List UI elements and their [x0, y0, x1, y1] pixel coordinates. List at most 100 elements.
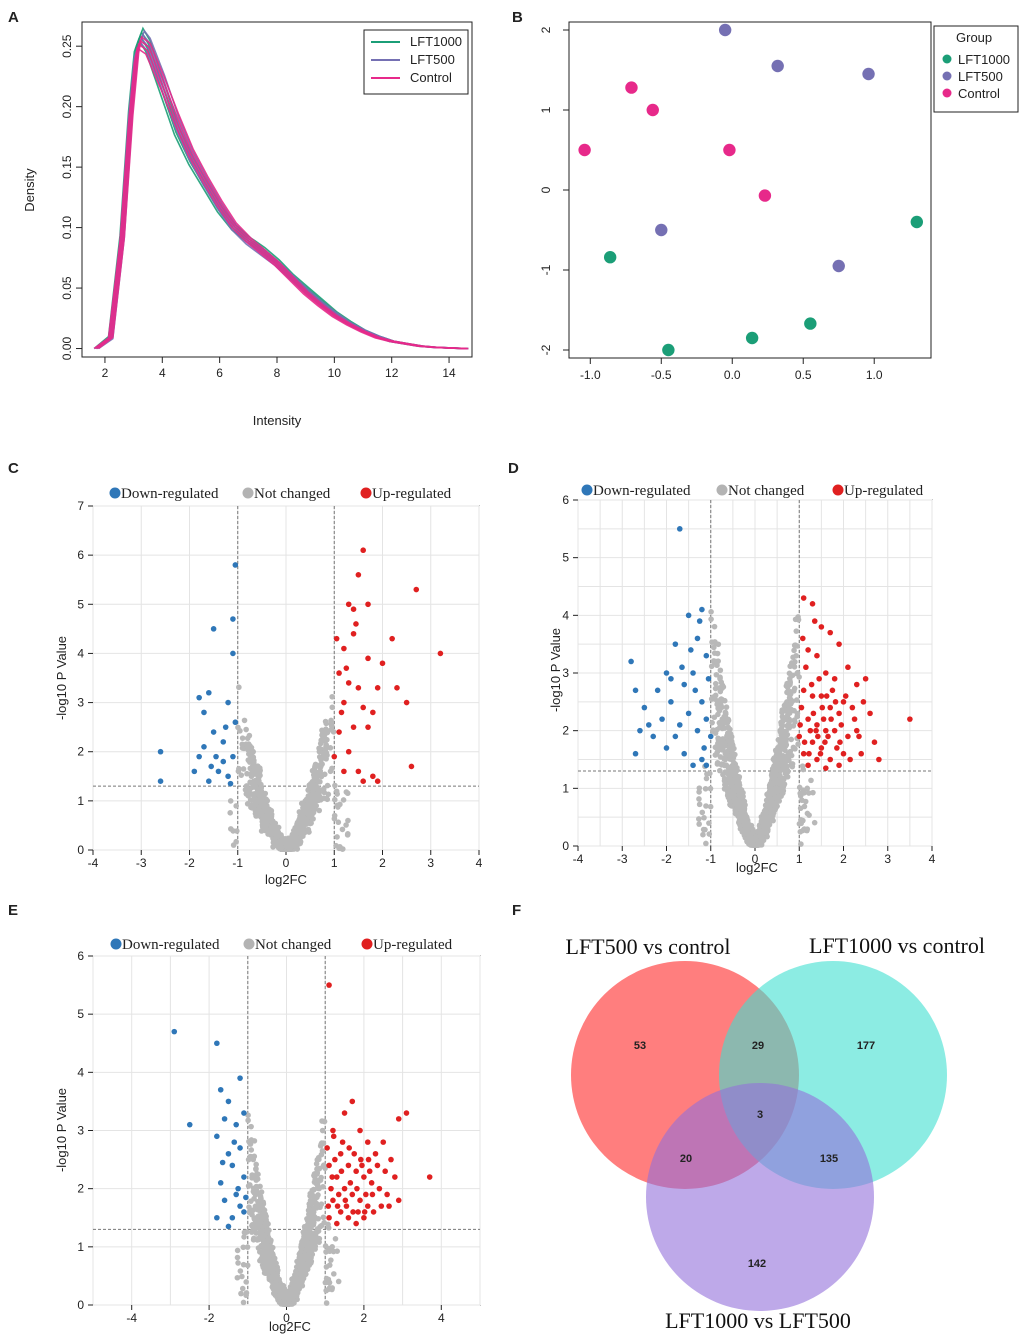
- point-down-regulated: [221, 1116, 228, 1122]
- point-not-changed: [739, 816, 746, 822]
- point-up-regulated: [370, 1209, 377, 1215]
- point-up-regulated: [326, 982, 332, 988]
- y-tick-label: 1: [77, 794, 84, 808]
- point-up-regulated: [829, 687, 836, 694]
- point-up-regulated: [825, 733, 831, 740]
- point-up-regulated: [816, 675, 822, 682]
- point-not-changed: [228, 826, 234, 832]
- point-not-changed: [238, 772, 245, 778]
- point-not-changed: [717, 667, 724, 674]
- point-not-changed: [780, 741, 787, 748]
- point-not-changed: [703, 775, 710, 782]
- point-up-regulated: [818, 693, 825, 699]
- point-not-changed: [258, 828, 265, 834]
- y-tick-label: 2: [539, 26, 553, 33]
- point-not-changed: [306, 1242, 312, 1248]
- point-not-changed: [330, 728, 337, 735]
- point-up-regulated: [814, 652, 820, 659]
- point-up-regulated: [361, 1174, 367, 1180]
- x-axis-label: log2FC: [265, 872, 307, 887]
- point-lft500: [655, 223, 668, 237]
- point-up-regulated: [827, 629, 834, 636]
- point-up-regulated: [858, 750, 864, 757]
- x-tick-label: -2: [184, 856, 195, 870]
- point-not-changed: [329, 704, 336, 711]
- point-not-changed: [723, 750, 730, 757]
- point-up-regulated: [413, 586, 420, 593]
- point-up-regulated: [876, 756, 882, 763]
- point-not-changed: [721, 740, 728, 746]
- point-not-changed: [320, 1184, 326, 1190]
- point-lft1000: [662, 343, 675, 357]
- point-up-regulated: [834, 745, 840, 751]
- point-not-changed: [329, 765, 335, 772]
- x-tick-label: 1: [331, 856, 338, 870]
- point-not-changed: [245, 1117, 251, 1124]
- point-not-changed: [761, 823, 767, 830]
- x-axis-label: log2FC: [736, 860, 778, 875]
- x-tick-label: 8: [274, 366, 281, 380]
- point-not-changed: [711, 650, 718, 656]
- point-not-changed: [729, 763, 736, 770]
- point-up-regulated: [361, 1214, 367, 1221]
- point-not-changed: [310, 816, 316, 822]
- point-up-regulated: [851, 716, 858, 722]
- point-up-regulated: [837, 739, 843, 745]
- point-not-changed: [239, 1273, 245, 1280]
- y-tick-label: 5: [77, 597, 84, 611]
- point-down-regulated: [232, 562, 239, 568]
- point-not-changed: [801, 826, 808, 832]
- point-not-changed: [795, 614, 801, 620]
- point-not-changed: [716, 706, 723, 713]
- legend-label: Not changed: [254, 486, 331, 502]
- point-not-changed: [717, 688, 724, 695]
- point-not-changed: [712, 744, 719, 751]
- point-not-changed: [301, 824, 307, 831]
- point-up-regulated: [808, 681, 815, 688]
- point-not-changed: [259, 802, 266, 808]
- point-up-regulated: [822, 739, 828, 745]
- y-axis-label: -log10 P Value: [54, 636, 69, 720]
- point-not-changed: [783, 732, 789, 739]
- point-down-regulated: [637, 727, 643, 734]
- point-down-regulated: [191, 768, 198, 775]
- point-not-changed: [696, 821, 702, 827]
- point-up-regulated: [364, 1203, 371, 1209]
- y-tick-label: 0.00: [60, 337, 74, 361]
- point-up-regulated: [799, 635, 806, 642]
- point-up-regulated: [815, 733, 821, 740]
- y-tick-label: 0: [77, 1298, 84, 1312]
- point-not-changed: [728, 744, 735, 751]
- point-up-regulated: [840, 750, 847, 757]
- point-down-regulated: [705, 675, 712, 682]
- point-not-changed: [786, 670, 793, 677]
- point-up-regulated: [827, 756, 834, 763]
- point-not-changed: [334, 834, 340, 840]
- point-down-regulated: [654, 687, 661, 694]
- point-up-regulated: [365, 1156, 372, 1163]
- point-up-regulated: [823, 727, 829, 734]
- point-down-regulated: [668, 675, 674, 682]
- panel-label-c: C: [8, 460, 19, 477]
- point-up-regulated: [330, 1127, 336, 1134]
- x-tick-label: 12: [385, 366, 399, 380]
- point-not-changed: [264, 1239, 270, 1245]
- y-tick-label: 0.10: [60, 216, 74, 240]
- legend-label: LFT1000: [410, 34, 462, 49]
- x-tick-label: 1: [796, 852, 803, 866]
- venn-count-only-c: 142: [748, 1258, 766, 1270]
- point-not-changed: [737, 802, 743, 809]
- point-not-changed: [244, 1244, 251, 1250]
- point-not-changed: [795, 741, 801, 747]
- point-not-changed: [332, 1236, 339, 1242]
- point-not-changed: [775, 762, 781, 769]
- y-tick-label: 0: [77, 843, 84, 857]
- point-not-changed: [335, 1278, 342, 1285]
- point-not-changed: [331, 812, 338, 819]
- point-up-regulated: [394, 685, 400, 691]
- point-not-changed: [257, 1257, 263, 1264]
- point-up-regulated: [345, 680, 352, 686]
- point-not-changed: [696, 816, 702, 822]
- point-not-changed: [314, 1177, 321, 1184]
- y-tick-label: 5: [562, 551, 569, 565]
